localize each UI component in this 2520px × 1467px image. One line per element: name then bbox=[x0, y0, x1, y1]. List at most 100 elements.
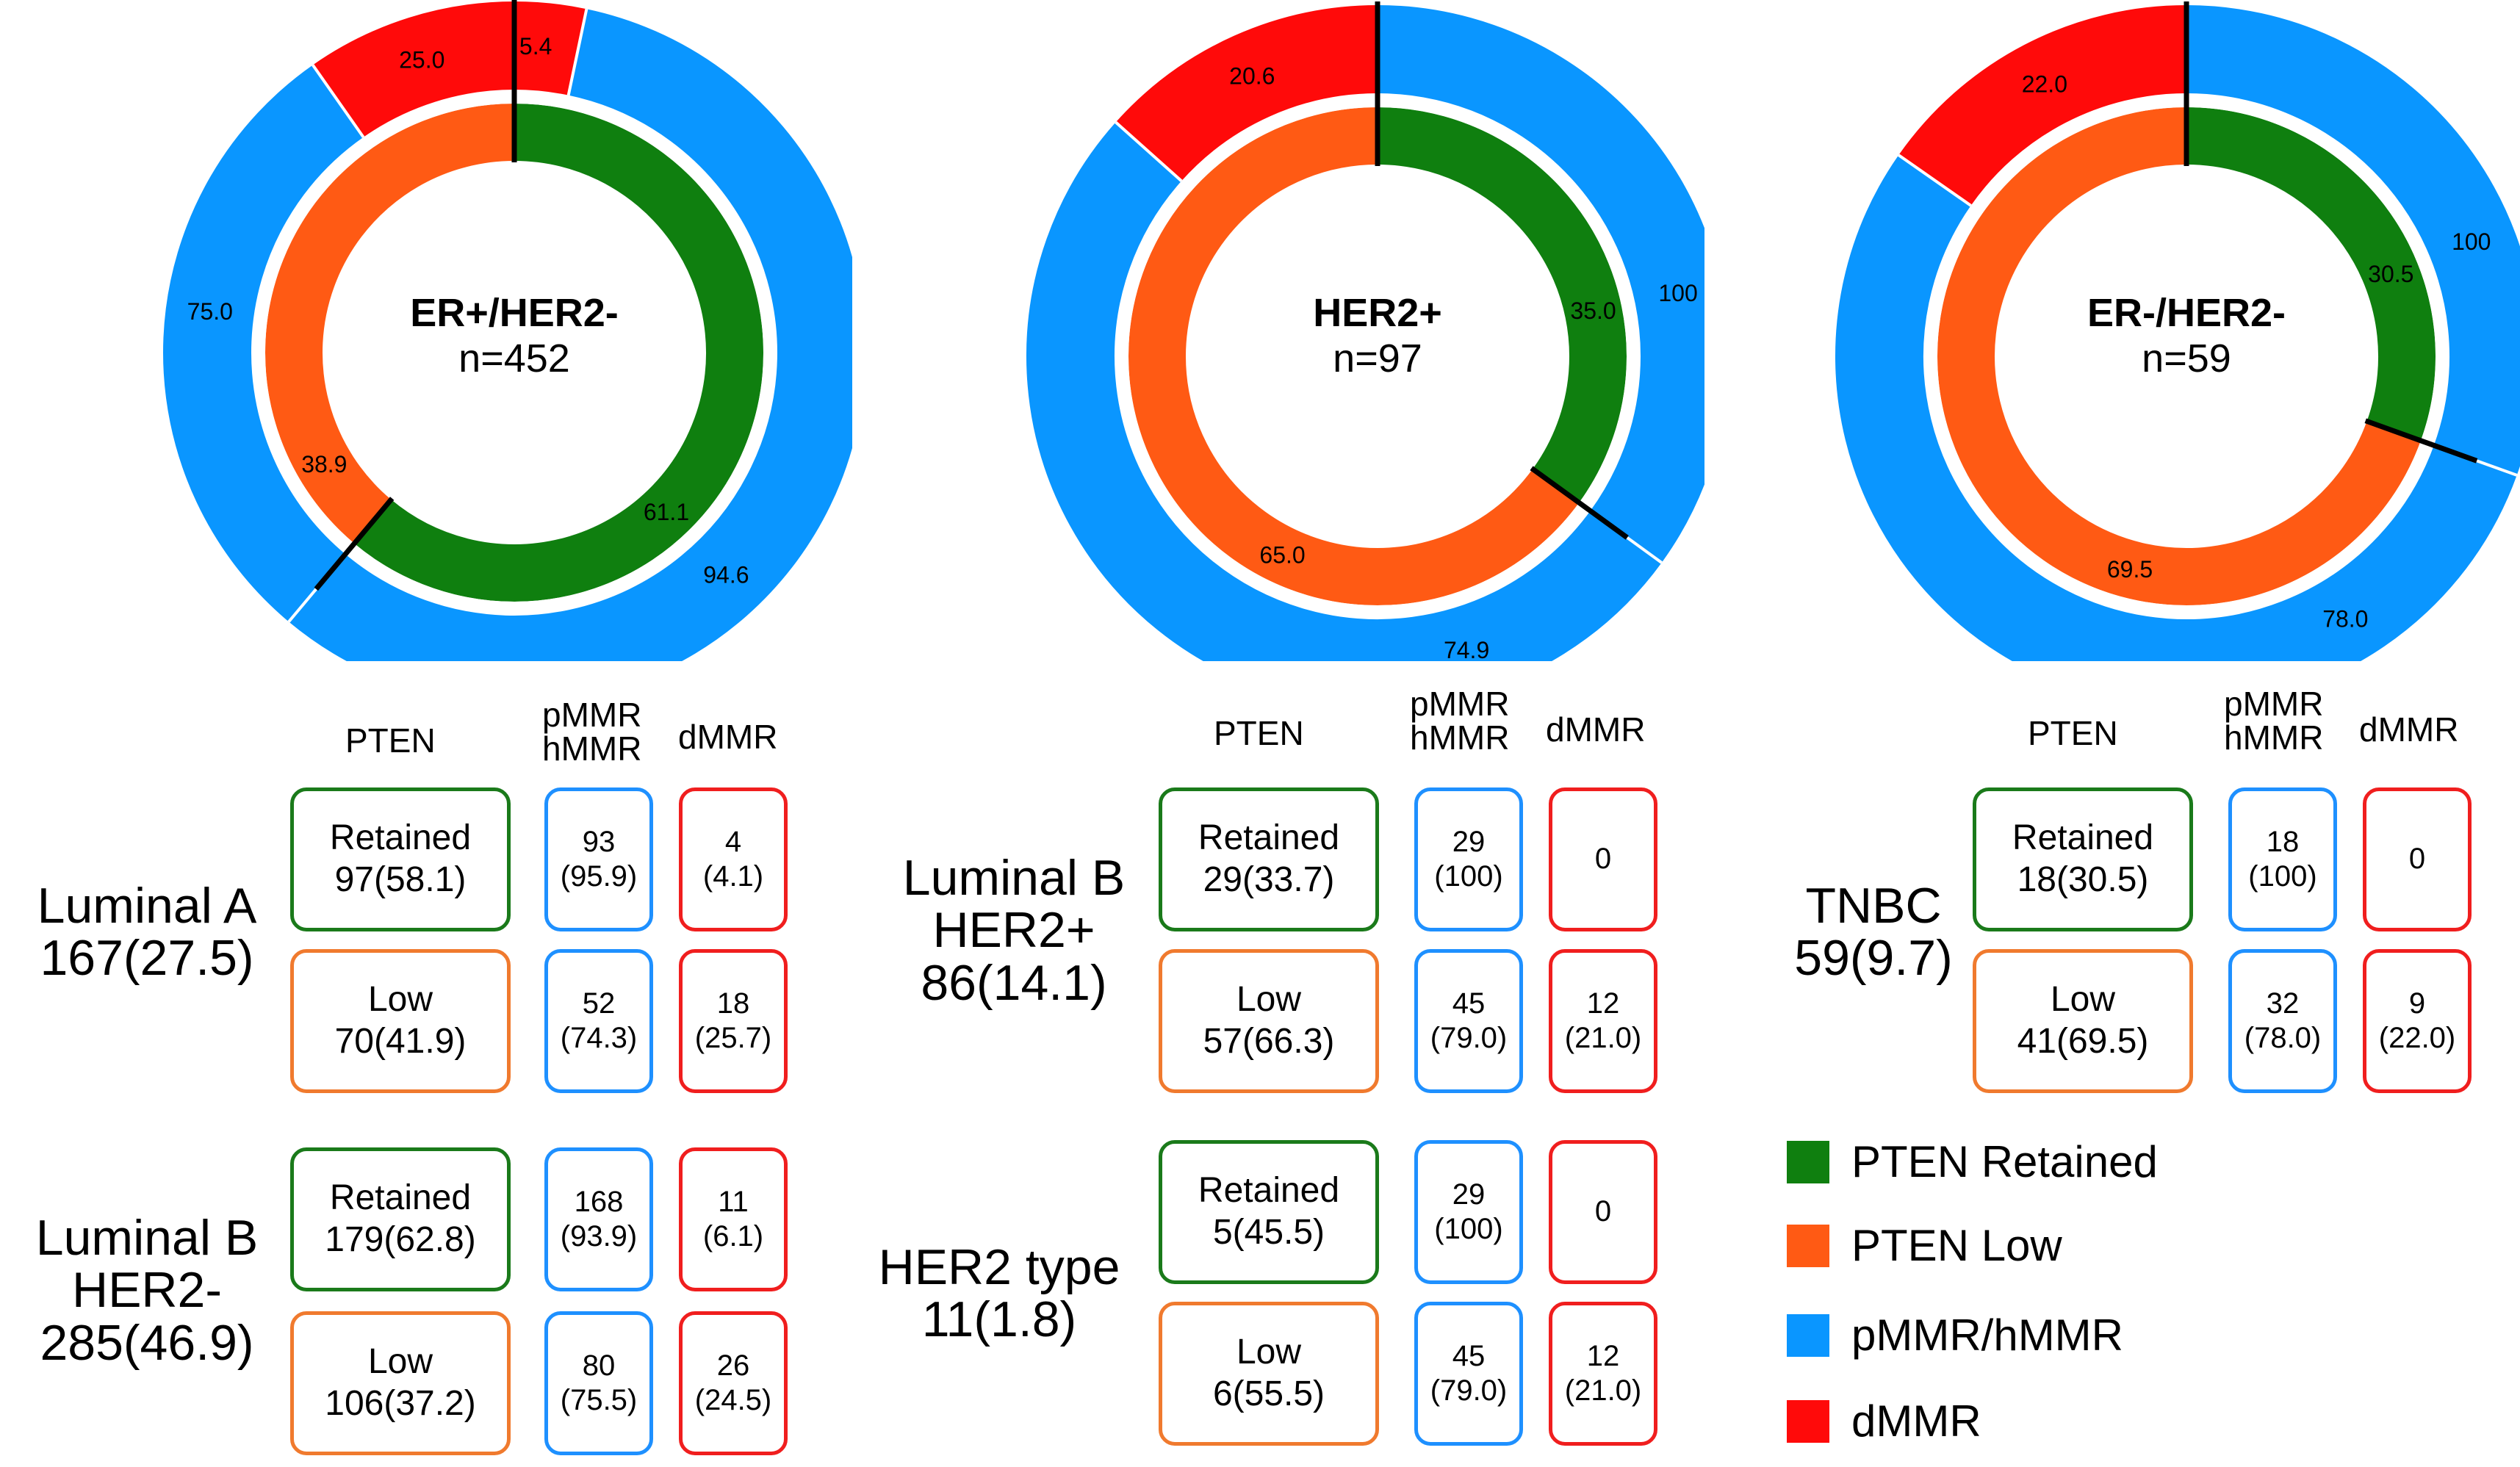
pmmr-box: 45 (79.0) bbox=[1414, 1302, 1523, 1446]
header-pmmr-hmmr: pMMR hMMR bbox=[1410, 687, 1509, 754]
pmmr-n: 45 bbox=[1452, 1339, 1486, 1372]
dmmr-n: 18 bbox=[716, 987, 750, 1020]
pmmr-pct: (79.0) bbox=[1430, 1374, 1508, 1407]
divider-boundary bbox=[2364, 418, 2478, 464]
pmmr-box: 29 (100) bbox=[1414, 1140, 1523, 1284]
label-pten-retained: 30.5 bbox=[2368, 261, 2413, 287]
inner-arc-pten-retained bbox=[1377, 107, 1627, 503]
group-subtype: HER2+ bbox=[932, 902, 1095, 959]
header-hmmr: hMMR bbox=[2224, 718, 2324, 757]
pten-retained-box: Retained 5(45.5) bbox=[1159, 1140, 1379, 1284]
legend-swatch bbox=[1787, 1313, 1829, 1357]
pten-label: Retained bbox=[1198, 818, 1340, 858]
inner-arc-pten-retained bbox=[354, 104, 763, 602]
inner-arc-pten-low bbox=[1128, 107, 1580, 605]
pmmr-pct: (79.0) bbox=[1430, 1022, 1508, 1054]
dmmr-pct: (22.0) bbox=[2378, 1022, 2456, 1054]
header-hmmr: hMMR bbox=[1410, 718, 1510, 757]
legend-label: PTEN Low bbox=[1851, 1221, 2062, 1270]
divider-boundary bbox=[314, 497, 395, 591]
dmmr-box: 0 bbox=[2363, 787, 2472, 931]
donut-chart-er-pos-her2-neg: 61.1 38.9 94.6 5.4 25.0 75.0 bbox=[163, 0, 852, 661]
pten-low-box: Low 41(69.5) bbox=[1973, 949, 2193, 1093]
legend-swatch bbox=[1787, 1224, 1829, 1267]
group-count: 285(46.9) bbox=[40, 1314, 254, 1371]
header-pmmr-hmmr: pMMR hMMR bbox=[2224, 687, 2323, 754]
legend-swatch bbox=[1787, 1140, 1829, 1183]
pten-count: 57(66.3) bbox=[1203, 1022, 1335, 1061]
label-pten-low: 65.0 bbox=[1259, 542, 1305, 569]
donut-center-label: ER+/HER2- n=452 bbox=[294, 290, 735, 381]
inner-arc-pten-retained bbox=[2186, 107, 2436, 441]
dmmr-n: 9 bbox=[2408, 987, 2426, 1020]
dmmr-box: 11 (6.1) bbox=[679, 1147, 788, 1291]
donut-chart-er-neg-her2-neg: 30.5 69.5 100 22.0 78.0 bbox=[1835, 1, 2520, 661]
group-name: Luminal B bbox=[902, 850, 1126, 906]
donut-title: ER+/HER2- bbox=[410, 291, 619, 335]
group-label: Luminal B HER2+ 86(14.1) bbox=[889, 850, 1139, 1011]
pten-count: 179(62.8) bbox=[325, 1220, 476, 1259]
header-pmmr: pMMR bbox=[2224, 685, 2324, 723]
pmmr-box: 18 (100) bbox=[2228, 787, 2337, 931]
dmmr-n: 12 bbox=[1586, 987, 1620, 1020]
pten-low-box: Low 57(66.3) bbox=[1159, 949, 1379, 1093]
legend-label: PTEN Retained bbox=[1851, 1137, 2158, 1186]
label-pmmr-retained: 94.6 bbox=[703, 562, 749, 588]
header-pten: PTEN bbox=[1214, 714, 1304, 752]
dmmr-n: 0 bbox=[1594, 1195, 1612, 1228]
pmmr-box: 32 (78.0) bbox=[2228, 949, 2337, 1093]
pmmr-pct: (74.3) bbox=[560, 1022, 638, 1054]
legend-item-pmmr-hmmr: pMMR/hMMR bbox=[1787, 1310, 2123, 1360]
legend-item-dmmr: dMMR bbox=[1787, 1396, 1981, 1446]
group-count: 167(27.5) bbox=[40, 930, 254, 987]
group-label: TNBC 59(9.7) bbox=[1771, 879, 1976, 985]
label-pten-retained: 61.1 bbox=[644, 499, 689, 525]
dmmr-box: 4 (4.1) bbox=[679, 787, 788, 931]
dmmr-pct: (4.1) bbox=[702, 860, 764, 893]
donut-chart-her2-pos: 35.0 65.0 100 20.6 74.9 bbox=[1026, 1, 1704, 661]
dmmr-pct: (24.5) bbox=[694, 1384, 772, 1416]
header-dmmr: dMMR bbox=[2359, 710, 2459, 749]
legend-label: dMMR bbox=[1851, 1396, 1981, 1446]
pmmr-n: 93 bbox=[582, 825, 616, 858]
outer-arc-pmmr-retained bbox=[1377, 5, 1704, 563]
pmmr-n: 18 bbox=[2266, 825, 2300, 858]
group-subtype: HER2- bbox=[71, 1262, 223, 1319]
pten-count: 29(33.7) bbox=[1203, 860, 1335, 899]
group-label: Luminal A 167(27.5) bbox=[22, 879, 272, 987]
pten-low-box: Low 70(41.9) bbox=[290, 949, 511, 1093]
pten-count: 18(30.5) bbox=[2017, 860, 2149, 899]
pten-low-box: Low 106(37.2) bbox=[290, 1311, 511, 1455]
group-label: HER2 type 11(1.8) bbox=[845, 1241, 1153, 1347]
pten-count: 70(41.9) bbox=[334, 1022, 467, 1061]
dmmr-box: 9 (22.0) bbox=[2363, 949, 2472, 1093]
pten-retained-box: Retained 97(58.1) bbox=[290, 787, 511, 931]
pten-label: Retained bbox=[329, 818, 472, 858]
header-pten: PTEN bbox=[345, 721, 436, 760]
label-pmmr-retained: 100 bbox=[2452, 228, 2491, 255]
dmmr-n: 11 bbox=[718, 1185, 749, 1218]
dmmr-n: 0 bbox=[2408, 843, 2426, 876]
dmmr-pct: (21.0) bbox=[1564, 1374, 1642, 1407]
inner-arc-pten-low bbox=[265, 104, 515, 544]
pten-retained-box: Retained 179(62.8) bbox=[290, 1147, 511, 1291]
pten-retained-box: Retained 18(30.5) bbox=[1973, 787, 2193, 931]
donut-n: n=59 bbox=[2142, 336, 2231, 381]
group-count: 86(14.1) bbox=[921, 954, 1107, 1011]
inner-arc-pten-low bbox=[1937, 107, 2421, 605]
group-label: Luminal B HER2- 285(46.9) bbox=[22, 1211, 272, 1371]
pmmr-n: 52 bbox=[582, 987, 616, 1020]
dmmr-n: 26 bbox=[716, 1349, 750, 1382]
pten-label: Low bbox=[367, 980, 433, 1020]
label-pmmr-retained: 100 bbox=[1658, 280, 1697, 306]
pmmr-n: 32 bbox=[2266, 987, 2300, 1020]
pmmr-pct: (78.0) bbox=[2244, 1022, 2322, 1054]
pten-label: Retained bbox=[329, 1178, 472, 1218]
label-dmmr-low: 20.6 bbox=[1229, 62, 1275, 89]
donut-n: n=97 bbox=[1333, 336, 1422, 381]
label-pten-low: 69.5 bbox=[2107, 556, 2153, 583]
pmmr-pct: (95.9) bbox=[560, 860, 638, 893]
pten-count: 5(45.5) bbox=[1212, 1213, 1325, 1252]
outer-arc-pmmr-low bbox=[1835, 155, 2517, 661]
label-dmmr-retained: 5.4 bbox=[519, 33, 552, 60]
